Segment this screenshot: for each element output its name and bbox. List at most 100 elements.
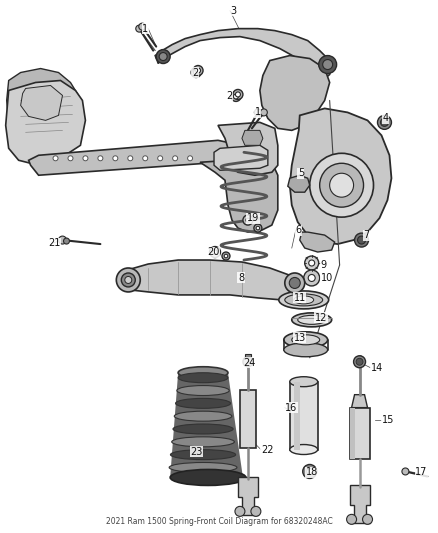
Circle shape — [128, 156, 133, 161]
Text: 17: 17 — [415, 467, 428, 478]
Circle shape — [305, 256, 319, 270]
Ellipse shape — [292, 335, 320, 345]
Text: 6: 6 — [296, 225, 302, 235]
Ellipse shape — [176, 398, 230, 408]
Circle shape — [285, 273, 305, 293]
Circle shape — [246, 218, 250, 222]
Ellipse shape — [279, 291, 328, 309]
Ellipse shape — [174, 411, 232, 421]
Circle shape — [323, 60, 332, 69]
Ellipse shape — [284, 343, 328, 357]
Circle shape — [251, 506, 261, 516]
Circle shape — [330, 173, 353, 197]
Circle shape — [139, 23, 146, 30]
Circle shape — [53, 156, 58, 161]
Text: 8: 8 — [238, 273, 244, 283]
Circle shape — [320, 163, 364, 207]
Text: 2021 Ram 1500 Spring-Front Coil Diagram for 68320248AC: 2021 Ram 1500 Spring-Front Coil Diagram … — [106, 518, 332, 526]
Ellipse shape — [292, 313, 332, 327]
Text: 15: 15 — [381, 415, 394, 425]
Circle shape — [233, 94, 238, 99]
Circle shape — [222, 252, 230, 260]
Circle shape — [236, 92, 240, 97]
Circle shape — [307, 469, 313, 474]
Text: 14: 14 — [371, 363, 383, 373]
Circle shape — [156, 50, 170, 63]
Circle shape — [254, 224, 262, 232]
Circle shape — [243, 357, 253, 367]
Circle shape — [136, 25, 143, 32]
Text: 13: 13 — [294, 333, 306, 343]
Circle shape — [59, 236, 67, 244]
Circle shape — [402, 468, 409, 475]
Polygon shape — [7, 69, 81, 146]
Polygon shape — [352, 394, 367, 408]
Text: 23: 23 — [190, 447, 202, 457]
Polygon shape — [288, 175, 310, 192]
Circle shape — [356, 358, 363, 365]
Ellipse shape — [294, 296, 314, 304]
Polygon shape — [155, 29, 332, 78]
Polygon shape — [350, 408, 370, 459]
Ellipse shape — [172, 437, 234, 447]
Circle shape — [303, 464, 317, 479]
Circle shape — [224, 254, 228, 258]
Polygon shape — [242, 131, 263, 146]
Circle shape — [121, 273, 135, 287]
Polygon shape — [245, 354, 251, 357]
Circle shape — [260, 109, 267, 116]
Text: 19: 19 — [247, 213, 259, 223]
Text: 18: 18 — [306, 467, 318, 478]
Circle shape — [187, 156, 193, 161]
Text: 5: 5 — [298, 168, 304, 178]
Circle shape — [309, 260, 314, 266]
Text: 21: 21 — [49, 238, 61, 248]
Ellipse shape — [170, 470, 246, 486]
Ellipse shape — [178, 367, 228, 379]
Circle shape — [243, 215, 253, 225]
Ellipse shape — [169, 463, 237, 472]
Polygon shape — [260, 55, 330, 131]
Text: 3: 3 — [230, 6, 236, 15]
Text: 2: 2 — [192, 68, 198, 77]
Text: 20: 20 — [207, 247, 219, 257]
Ellipse shape — [290, 445, 318, 455]
Polygon shape — [238, 478, 258, 515]
Circle shape — [159, 53, 167, 61]
Circle shape — [304, 270, 320, 286]
Polygon shape — [118, 260, 300, 300]
Ellipse shape — [170, 450, 236, 459]
Circle shape — [378, 116, 392, 130]
Polygon shape — [6, 80, 85, 165]
Circle shape — [235, 506, 245, 516]
Circle shape — [254, 109, 261, 116]
Polygon shape — [200, 158, 278, 232]
Circle shape — [173, 156, 178, 161]
Text: 1: 1 — [142, 23, 148, 34]
Text: 24: 24 — [243, 358, 255, 368]
Polygon shape — [21, 85, 63, 120]
Polygon shape — [240, 390, 256, 448]
Polygon shape — [350, 408, 355, 459]
Circle shape — [125, 277, 132, 284]
Circle shape — [143, 156, 148, 161]
Polygon shape — [28, 140, 232, 175]
Circle shape — [308, 274, 315, 281]
Circle shape — [158, 156, 162, 161]
Circle shape — [191, 68, 201, 77]
Circle shape — [213, 250, 217, 254]
Polygon shape — [294, 382, 300, 449]
Circle shape — [194, 70, 198, 75]
Circle shape — [346, 514, 357, 524]
Ellipse shape — [285, 294, 323, 306]
Circle shape — [98, 156, 103, 161]
Circle shape — [64, 238, 70, 244]
Ellipse shape — [173, 424, 233, 434]
Circle shape — [353, 356, 366, 368]
Polygon shape — [350, 486, 370, 523]
Polygon shape — [290, 108, 392, 244]
Circle shape — [193, 66, 203, 76]
Circle shape — [256, 227, 260, 230]
Polygon shape — [214, 146, 268, 170]
Polygon shape — [218, 123, 278, 175]
